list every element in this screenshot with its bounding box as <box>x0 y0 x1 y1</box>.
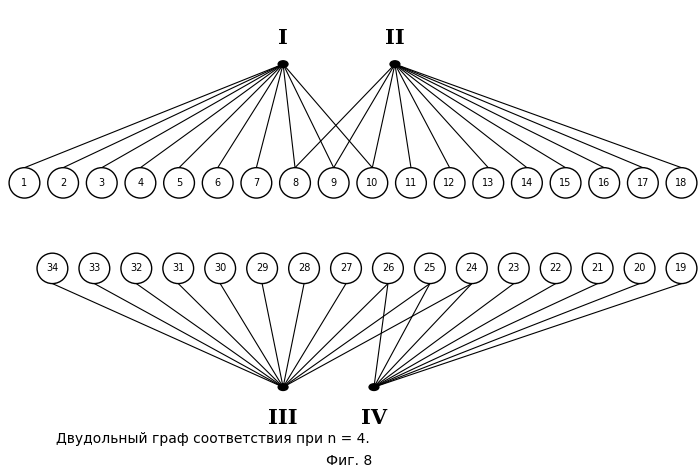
Ellipse shape <box>473 168 504 198</box>
Ellipse shape <box>163 253 194 284</box>
Text: 19: 19 <box>675 263 688 274</box>
Ellipse shape <box>373 253 403 284</box>
Ellipse shape <box>318 168 349 198</box>
Text: III: III <box>268 408 298 428</box>
Ellipse shape <box>9 168 40 198</box>
Ellipse shape <box>87 168 117 198</box>
Text: 33: 33 <box>88 263 101 274</box>
Ellipse shape <box>589 168 619 198</box>
Text: 20: 20 <box>633 263 646 274</box>
Ellipse shape <box>540 253 571 284</box>
Ellipse shape <box>357 168 388 198</box>
Text: 29: 29 <box>256 263 268 274</box>
Circle shape <box>278 61 288 67</box>
Text: 9: 9 <box>331 178 337 188</box>
Ellipse shape <box>331 253 361 284</box>
Ellipse shape <box>666 253 697 284</box>
Text: 13: 13 <box>482 178 494 188</box>
Ellipse shape <box>48 168 78 198</box>
Text: 22: 22 <box>549 263 562 274</box>
Ellipse shape <box>247 253 278 284</box>
Ellipse shape <box>125 168 156 198</box>
Text: 28: 28 <box>298 263 310 274</box>
Ellipse shape <box>79 253 110 284</box>
Ellipse shape <box>202 168 233 198</box>
Text: 34: 34 <box>46 263 59 274</box>
Ellipse shape <box>434 168 465 198</box>
Text: 2: 2 <box>60 178 66 188</box>
Ellipse shape <box>121 253 152 284</box>
Text: 12: 12 <box>443 178 456 188</box>
Ellipse shape <box>396 168 426 198</box>
Ellipse shape <box>280 168 310 198</box>
Ellipse shape <box>415 253 445 284</box>
Text: I: I <box>278 28 288 48</box>
Ellipse shape <box>666 168 697 198</box>
Ellipse shape <box>456 253 487 284</box>
Ellipse shape <box>498 253 529 284</box>
Text: II: II <box>385 28 405 48</box>
Text: 10: 10 <box>366 178 378 188</box>
Text: 25: 25 <box>424 263 436 274</box>
Ellipse shape <box>289 253 319 284</box>
Text: 14: 14 <box>521 178 533 188</box>
Text: IV: IV <box>361 408 387 428</box>
Text: 6: 6 <box>215 178 221 188</box>
Text: 23: 23 <box>507 263 520 274</box>
Text: 26: 26 <box>382 263 394 274</box>
Text: 15: 15 <box>559 178 572 188</box>
Text: 21: 21 <box>591 263 604 274</box>
Circle shape <box>278 384 288 390</box>
Text: 5: 5 <box>176 178 182 188</box>
Text: Двудольный граф соответствия при n = 4.: Двудольный граф соответствия при n = 4. <box>56 432 370 446</box>
Text: 4: 4 <box>138 178 143 188</box>
Text: 18: 18 <box>675 178 688 188</box>
Ellipse shape <box>624 253 655 284</box>
Ellipse shape <box>628 168 658 198</box>
Text: Фиг. 8: Фиг. 8 <box>326 454 373 468</box>
Text: 32: 32 <box>130 263 143 274</box>
Text: 27: 27 <box>340 263 352 274</box>
Text: 31: 31 <box>172 263 185 274</box>
Text: 8: 8 <box>292 178 298 188</box>
Text: 24: 24 <box>466 263 478 274</box>
Text: 30: 30 <box>214 263 226 274</box>
Circle shape <box>369 384 379 390</box>
Ellipse shape <box>582 253 613 284</box>
Text: 3: 3 <box>99 178 105 188</box>
Text: 1: 1 <box>22 178 27 188</box>
Ellipse shape <box>37 253 68 284</box>
Ellipse shape <box>512 168 542 198</box>
Ellipse shape <box>550 168 581 198</box>
Circle shape <box>390 61 400 67</box>
Ellipse shape <box>205 253 236 284</box>
Ellipse shape <box>241 168 272 198</box>
Ellipse shape <box>164 168 194 198</box>
Text: 7: 7 <box>253 178 259 188</box>
Text: 11: 11 <box>405 178 417 188</box>
Text: 17: 17 <box>637 178 649 188</box>
Text: 16: 16 <box>598 178 610 188</box>
